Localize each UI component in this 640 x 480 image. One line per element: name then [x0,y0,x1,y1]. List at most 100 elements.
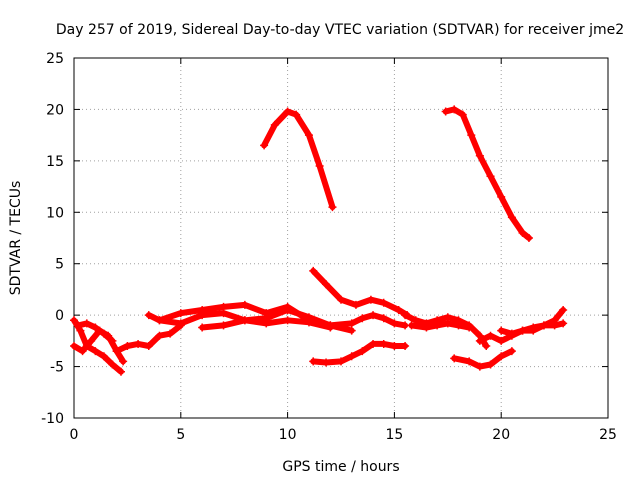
data-point [99,329,108,338]
series-arc-13 [407,319,474,332]
series-line [498,307,567,337]
grid [74,58,608,418]
data-point [401,342,410,350]
data-point [337,295,345,304]
data-point [366,295,375,304]
series-arc-10 [304,311,410,330]
data-point [394,306,403,314]
data-point [486,172,495,181]
data-point [507,329,516,338]
axis-ticks: 0 5 10 15 20 25 -10 -5 0 5 10 15 20 25 [41,51,617,443]
x-axis-label: GPS time / hours [282,459,399,475]
data-point [475,362,484,371]
data-point [219,321,228,330]
y-tick-label: 15 [46,154,64,170]
data-point [443,319,452,328]
data-point [304,131,313,140]
data-point [198,323,207,332]
data-point [422,323,431,332]
data-point [91,323,100,332]
data-point [497,192,506,201]
data-point [529,323,538,332]
data-point [401,311,410,320]
data-point [70,342,78,350]
data-point [358,347,367,356]
data-point [524,234,533,242]
y-tick-label: 5 [55,257,64,273]
data-point [465,357,474,366]
y-axis-label: SDTVAR / TECUs [8,181,24,296]
data-point [347,326,356,335]
data-point [379,314,388,323]
data-point [240,300,249,309]
data-point [559,306,568,314]
data-point [304,316,313,325]
y-tick-label: -5 [50,360,64,376]
data-point [497,336,506,345]
data-point [369,311,378,320]
data-point [351,300,360,309]
data-point [407,321,416,330]
data-point [337,357,345,366]
data-point [155,331,164,340]
data-point [144,311,153,320]
y-tick-label: 10 [46,205,64,221]
data-point [486,360,495,369]
series-arc-8 [260,107,337,212]
data-point [390,319,399,328]
data-point [482,342,491,350]
x-tick-label: 15 [385,427,403,443]
data-point [475,336,484,345]
data-point [358,314,367,323]
data-point [539,321,548,330]
data-point [518,326,527,335]
data-point [322,358,331,367]
data-point [262,319,271,328]
data-point [70,316,78,325]
data-point [176,319,185,328]
series-arc-14 [441,105,533,242]
data-point [144,342,153,350]
data-point [134,339,143,348]
data-point [326,321,335,330]
data-point [390,342,399,350]
series-line [310,267,411,319]
data-point [411,316,420,325]
data-point [176,309,185,318]
series-arc-15 [450,347,516,371]
data-point [309,266,318,275]
data-point [198,306,207,314]
data-point [450,105,459,114]
data-point [518,228,527,237]
data-point [292,110,301,119]
data-point [450,354,459,363]
y-tick-label: -10 [41,411,64,427]
x-tick-label: 25 [599,427,617,443]
chart-title: Day 257 of 2019, Sidereal Day-to-day VTE… [56,22,624,38]
data-point [454,321,463,330]
data-point [550,316,559,325]
data-point [108,360,117,369]
data-point [486,331,495,340]
data-point [433,321,442,330]
x-tick-label: 5 [176,427,185,443]
data-point [322,280,331,289]
data-point [116,367,125,376]
data-point [123,342,132,350]
plot-frame [73,57,609,419]
data-point [87,336,96,345]
x-tick-label: 20 [492,427,510,443]
data-point [283,302,292,311]
data-point [465,323,474,332]
x-tick-label: 10 [279,427,297,443]
data-point [262,309,271,318]
data-point [74,321,83,330]
data-point [467,131,476,140]
series-arc-3 [74,319,117,345]
data-series [70,105,568,376]
data-point [283,107,292,116]
y-tick-label: 25 [46,51,64,67]
data-point [458,110,467,119]
data-point [270,120,279,129]
